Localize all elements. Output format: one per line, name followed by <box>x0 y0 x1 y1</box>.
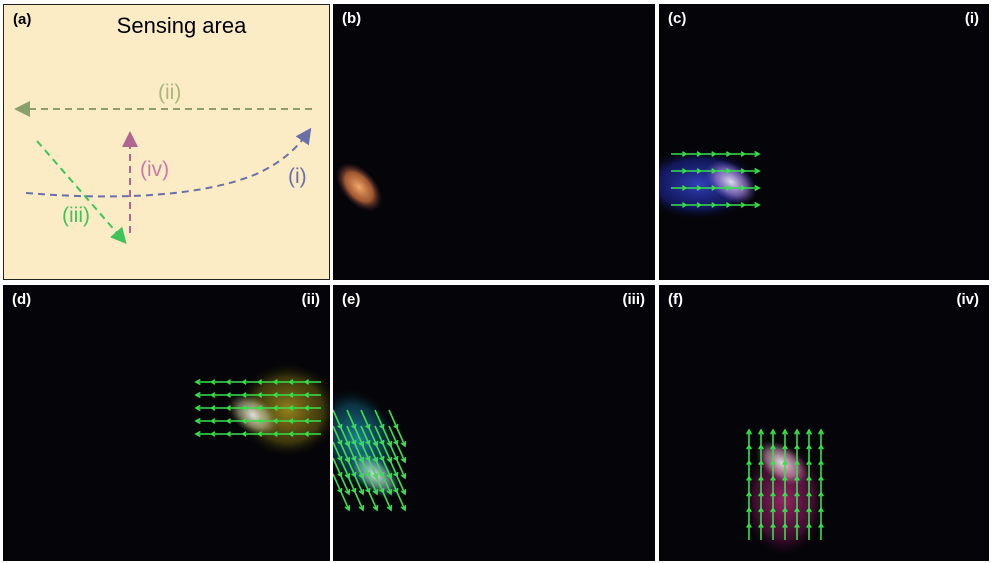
panel-b: (b) <box>333 4 655 280</box>
panel-d-tag: (ii) <box>301 291 320 308</box>
trajectory-sketch <box>14 101 312 245</box>
panel-a-title: Sensing area <box>116 13 247 38</box>
panel-f-image <box>742 428 826 555</box>
panel-f: (f) (iv) <box>659 285 989 561</box>
velocity-arrows-e <box>333 409 407 512</box>
panel-d: (d) (ii) <box>3 285 330 561</box>
path-i-label: (i) <box>288 165 307 188</box>
panel-f-tag: (iv) <box>956 291 980 308</box>
panel-b-label: (b) <box>342 10 362 27</box>
velocity-arrows-f <box>745 428 825 540</box>
panel-b-image <box>335 162 383 212</box>
panel-e: (e) (iii) <box>333 285 655 561</box>
panel-e-label: (e) <box>342 291 361 308</box>
path-ii-label: (ii) <box>158 81 182 104</box>
panel-c: (c) (i) <box>659 4 989 280</box>
touch-blob <box>335 162 383 212</box>
path-iii-label: (iii) <box>62 204 90 227</box>
panel-c-label: (c) <box>668 10 687 27</box>
panel-f-label: (f) <box>668 291 683 308</box>
path-iv-label: (iv) <box>140 158 170 181</box>
velocity-arrows-d <box>194 378 321 438</box>
panel-a-label: (a) <box>13 11 32 28</box>
velocity-arrows-c <box>671 150 761 209</box>
path-iii-arrow <box>36 140 127 245</box>
panel-c-tag: (i) <box>964 10 979 27</box>
panel-c-image <box>659 149 761 219</box>
panel-a-sensing-area: (a) Sensing area (ii) (iv) (i) (iii) <box>3 4 330 280</box>
panel-d-label: (d) <box>12 291 32 308</box>
panel-e-tag: (iii) <box>622 291 646 308</box>
panel-e-image <box>333 389 407 512</box>
panel-d-image <box>194 364 330 456</box>
